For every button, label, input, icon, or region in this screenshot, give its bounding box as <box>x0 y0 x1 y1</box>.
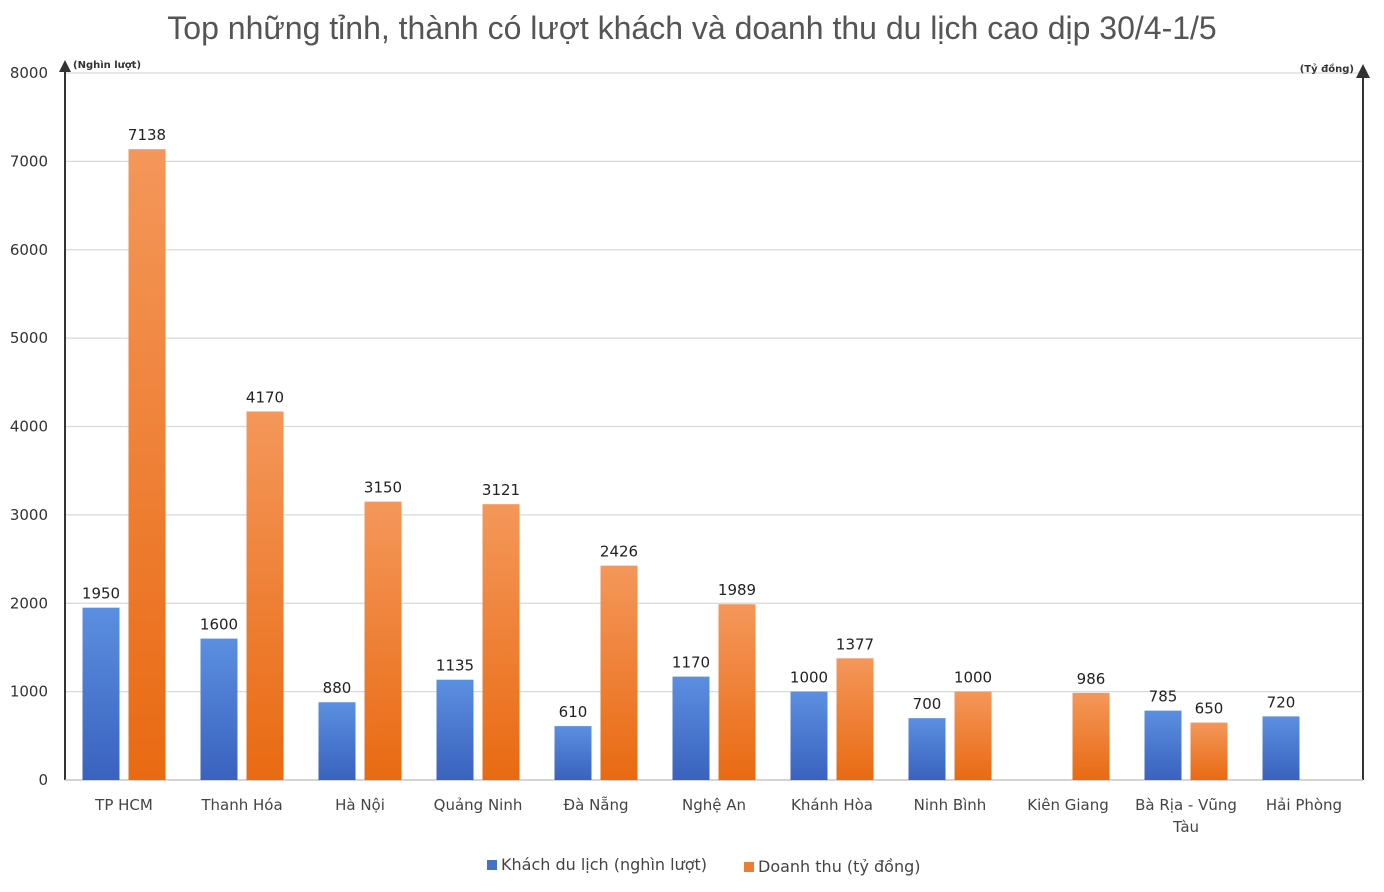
up-arrow-icon <box>59 60 71 72</box>
data-label: 1377 <box>836 635 874 653</box>
bar-visitors <box>554 726 592 780</box>
legend-item: Doanh thu (tỷ đồng) <box>744 857 920 876</box>
legend-label: Doanh thu (tỷ đồng) <box>758 857 920 876</box>
x-tick-label: Bà Rịa - Vũng Tàu <box>1135 796 1237 836</box>
bar-revenue <box>364 501 402 780</box>
x-tick-label: Nghệ An <box>682 796 746 814</box>
x-tick-label: Đà Nẵng <box>563 796 628 814</box>
right-axis-unit: (Tỷ đồng) <box>1300 62 1354 75</box>
legend-swatch <box>744 862 754 872</box>
data-label: 720 <box>1267 693 1296 711</box>
left-axis-unit: (Nghìn lượt) <box>73 59 141 71</box>
data-label: 785 <box>1149 688 1178 706</box>
legend-label: Khách du lịch (nghìn lượt) <box>501 855 707 874</box>
y-tick-label: 1000 <box>10 683 48 701</box>
y-tick-label: 3000 <box>10 506 48 524</box>
y-tick-label: 7000 <box>10 152 48 170</box>
data-label: 700 <box>913 695 942 713</box>
bar-revenue <box>600 565 638 780</box>
x-tick-label: Kiên Giang <box>1027 796 1109 814</box>
y-tick-label: 4000 <box>10 418 48 436</box>
x-tick-label: Hải Phòng <box>1266 796 1342 814</box>
y-tick-label: 2000 <box>10 594 48 612</box>
bar-visitors <box>200 638 238 780</box>
data-label: 1000 <box>790 669 828 687</box>
data-label: 1600 <box>200 616 238 634</box>
data-label: 650 <box>1195 700 1224 718</box>
bar-visitors <box>790 691 828 780</box>
y-tick-label: 6000 <box>10 241 48 259</box>
data-label: 986 <box>1077 670 1106 688</box>
bar-visitors <box>82 607 120 780</box>
bar-revenue <box>1190 722 1228 780</box>
data-label: 1135 <box>436 657 474 675</box>
data-label: 1989 <box>718 581 756 599</box>
y-tick-label: 0 <box>38 771 48 789</box>
data-label: 1950 <box>82 585 120 603</box>
data-label: 4170 <box>246 388 284 406</box>
data-label: 610 <box>559 703 588 721</box>
legend-item: Khách du lịch (nghìn lượt) <box>487 855 707 874</box>
y-tick-label: 8000 <box>10 64 48 82</box>
data-label: 3150 <box>364 479 402 497</box>
up-arrow-icon <box>1356 64 1370 78</box>
x-tick-label: TP HCM <box>94 796 153 814</box>
bar-revenue <box>246 411 284 780</box>
x-tick-label: Hà Nội <box>335 796 385 814</box>
bar-revenue <box>954 691 992 780</box>
data-label: 2426 <box>600 543 638 561</box>
legend-swatch <box>487 860 497 870</box>
bar-visitors <box>908 718 946 780</box>
bar-visitors <box>672 676 710 780</box>
data-label: 3121 <box>482 481 520 499</box>
bar-visitors <box>318 702 356 780</box>
bar-visitors <box>1262 716 1300 780</box>
data-label: 1000 <box>954 669 992 687</box>
data-label: 7138 <box>128 126 166 144</box>
data-label: 880 <box>323 679 352 697</box>
x-tick-label: Quảng Ninh <box>434 796 523 814</box>
chart-title: Top những tỉnh, thành có lượt khách và d… <box>167 10 1217 46</box>
x-tick-label: Thanh Hóa <box>200 796 282 814</box>
x-tick-label: Ninh Bình <box>914 796 987 814</box>
bar-revenue <box>482 504 520 780</box>
bar-revenue <box>128 149 166 780</box>
bar-revenue <box>1072 692 1110 780</box>
y-tick-label: 5000 <box>10 329 48 347</box>
bar-revenue <box>718 604 756 780</box>
x-tick-label: Khánh Hòa <box>791 796 873 814</box>
bar-revenue <box>836 658 874 780</box>
data-label: 1170 <box>672 654 710 672</box>
bar-visitors <box>436 679 474 780</box>
bar-visitors <box>1144 710 1182 780</box>
